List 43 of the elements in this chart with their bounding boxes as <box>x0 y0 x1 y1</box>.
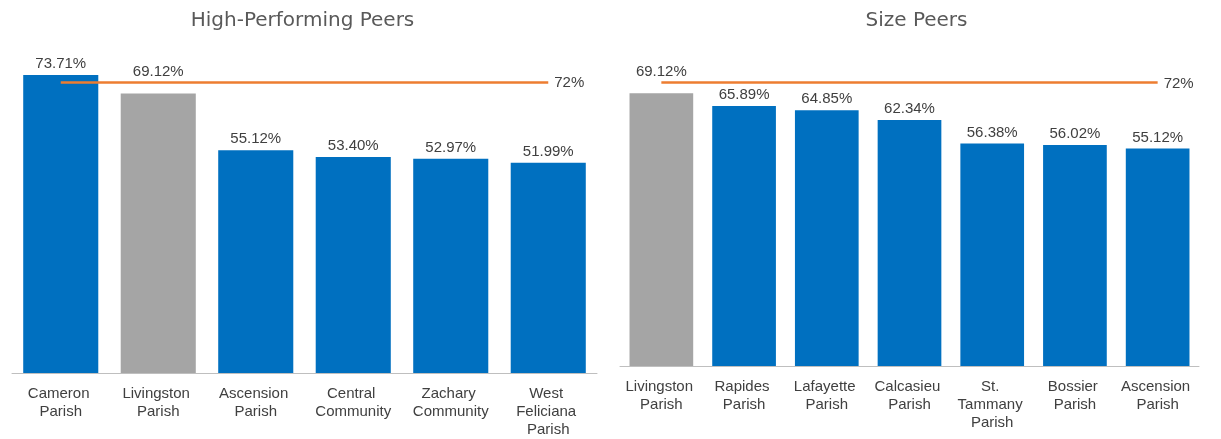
x-tick-label: Livingston Parish <box>625 376 698 412</box>
ref-line-label: 72% <box>1163 73 1194 91</box>
data-label: 56.38% <box>966 122 1018 140</box>
chart-title: High-Performing Peers <box>190 7 415 31</box>
bar <box>510 162 586 373</box>
data-label: 73.71% <box>35 54 87 71</box>
ref-line-label: 72% <box>554 73 585 91</box>
x-tick-label: Lafayette Parish <box>793 376 860 412</box>
x-tick-label: West Feliciana Parish <box>516 383 581 437</box>
bar <box>120 93 196 373</box>
x-tick-label: Livingston Parish <box>122 383 195 419</box>
data-label: 64.85% <box>801 89 853 107</box>
bar <box>877 120 942 366</box>
x-tick-label: Ascension Parish <box>219 383 293 419</box>
bar <box>413 158 489 373</box>
data-label: 53.40% <box>327 136 379 154</box>
bar <box>960 143 1025 366</box>
data-label: 65.89% <box>718 85 770 103</box>
x-tick-label: Calcasieu Parish <box>874 376 945 412</box>
x-tick-label: Ascension Parish <box>1120 376 1195 412</box>
bar <box>315 157 391 373</box>
data-label: 55.12% <box>1132 127 1184 145</box>
bar <box>23 75 99 373</box>
data-label: 69.12% <box>635 62 687 79</box>
x-tick-label: Zachary Community <box>412 383 490 419</box>
x-tick-label: Rapides Parish <box>714 376 774 412</box>
x-tick-label: St. Tammany Parish <box>957 376 1027 430</box>
bar <box>629 93 694 366</box>
bar <box>794 110 859 366</box>
data-label: 52.97% <box>425 137 477 155</box>
chart-title: Size Peers <box>865 7 968 31</box>
x-tick-label: Bossier Parish <box>1047 376 1103 412</box>
data-label: 62.34% <box>884 99 935 117</box>
data-label: 55.12% <box>230 129 282 147</box>
bar <box>1043 145 1107 366</box>
data-label: 51.99% <box>522 141 574 159</box>
x-tick-label: Central Community <box>315 383 392 419</box>
bar <box>1125 148 1190 366</box>
x-tick-label: Cameron Parish <box>27 383 94 419</box>
bar <box>712 106 776 366</box>
bar <box>218 150 294 373</box>
data-label: 69.12% <box>132 61 184 79</box>
data-label: 56.02% <box>1049 124 1101 142</box>
